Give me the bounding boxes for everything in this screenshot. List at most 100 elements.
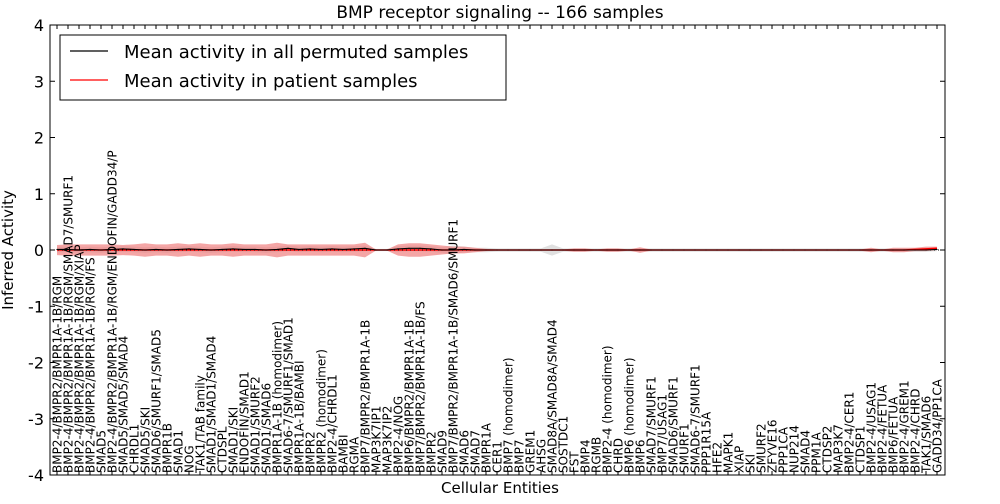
x-tick-label: BMP2-4/BMPR2/BMPR1A-1B/RGM/FS	[84, 257, 98, 473]
point-permuted	[892, 249, 894, 251]
x-tick-label: BMP2-4/CER1	[843, 392, 857, 473]
point-permuted	[331, 248, 333, 250]
point-permuted	[100, 249, 102, 251]
point-permuted	[430, 248, 432, 250]
x-tick-label: BMPR1A-1B/BAMBI	[293, 360, 307, 473]
x-tick-label: SMURF2	[755, 423, 769, 473]
x-tick-label: BMP2-4/FETUA	[876, 384, 890, 473]
y-tick-label: 4	[34, 16, 44, 35]
x-tick-label: BMP7	[513, 440, 527, 473]
x-tick-label: BMP2-4 (homodimer)	[601, 345, 615, 473]
x-tick-label: BMP2-4/GREM1	[898, 380, 912, 473]
y-tick-label: -2	[28, 354, 44, 373]
y-tick-label: 2	[34, 129, 44, 148]
x-tick-label: SMAD6-7/SMURF1	[689, 364, 703, 473]
x-tick-label: SMAD4	[799, 430, 813, 473]
point-permuted	[287, 247, 289, 249]
point-permuted	[584, 249, 586, 251]
x-tick-label: SMAD1	[172, 430, 186, 473]
x-tick-label: BMP6	[634, 440, 648, 473]
x-tick-label: BMP7/BMPR2/BMPR1A-1B/SMAD6/SMURF1	[447, 219, 461, 473]
x-tick-label: SMAD1/SMURF2	[249, 376, 263, 473]
x-tick-label: BMP2-4/BMPR2/BMPR1A-1B/RGM/XIAP	[73, 244, 87, 473]
x-tick-label: BMP6 (homodimer)	[623, 357, 637, 473]
x-tick-label: PPP1CA	[777, 426, 791, 473]
legend-label-patient: Mean activity in patient samples	[124, 71, 418, 92]
x-tick-label: GADD34/PP1CA	[931, 378, 945, 473]
x-tick-label: BAMBI	[337, 434, 351, 473]
x-tick-label: SMAD7/SMURF1	[645, 376, 659, 473]
point-permuted	[804, 249, 806, 251]
y-tick-label: 1	[34, 185, 44, 204]
point-permuted	[364, 247, 366, 249]
point-permuted	[232, 248, 234, 250]
x-tick-label: SOSTDC1	[557, 416, 571, 473]
x-tick-label: NUP214	[788, 425, 802, 473]
x-tick-label: RGMB	[590, 437, 604, 473]
y-tick-label: -1	[28, 297, 44, 316]
x-tick-label: BMPR1A-1B (homodimer)	[271, 321, 285, 473]
x-tick-label: CHRD	[612, 438, 626, 473]
point-permuted	[353, 248, 355, 250]
point-permuted	[727, 249, 729, 251]
x-tick-label: RGMA	[348, 436, 362, 473]
point-permuted	[540, 249, 542, 251]
x-tick-label: BMP6/BMPR2/BMPR1A-1B	[403, 320, 417, 473]
x-tick-label: BMP7 (homodimer)	[502, 357, 516, 473]
x-tick-label: SMAD7	[469, 430, 483, 473]
x-tick-label: BMP6/FETUA	[887, 396, 901, 473]
x-tick-label: BMPR1A	[480, 422, 494, 473]
x-tick-label: BMP2-4/USAG1	[865, 382, 879, 473]
point-permuted	[419, 247, 421, 249]
x-tick-label: PPM1A	[810, 432, 824, 473]
y-tick-label: -4	[28, 466, 44, 485]
chart-title: BMP receptor signaling -- 166 samples	[336, 3, 663, 23]
point-permuted	[397, 248, 399, 250]
legend-label-permuted: Mean activity in all permuted samples	[124, 42, 468, 63]
x-tick-label: BMP2-4/CHRD	[909, 389, 923, 473]
x-tick-label: CTDSPL	[216, 426, 230, 473]
point-permuted	[848, 249, 850, 251]
point-permuted	[67, 248, 69, 251]
x-tick-label: ZFYVE16	[766, 419, 780, 473]
x-tick-label: SMAD5/SMAD5/SMAD4	[117, 336, 131, 473]
point-permuted	[903, 249, 905, 251]
x-tick-label: AHSG	[535, 439, 549, 473]
point-permuted	[452, 249, 454, 251]
point-permuted	[716, 249, 718, 251]
point-permuted	[276, 248, 278, 251]
point-permuted	[760, 249, 762, 251]
point-permuted	[463, 248, 465, 251]
y-tick-label: 0	[34, 241, 44, 260]
point-permuted	[936, 248, 938, 251]
x-tick-label: NOG	[183, 445, 197, 473]
point-permuted	[771, 249, 773, 251]
point-permuted	[243, 248, 245, 251]
x-axis-label: Cellular Entities	[441, 479, 559, 497]
point-permuted	[408, 247, 410, 249]
x-tick-label: MAP3K7IP1	[370, 406, 384, 473]
x-tick-label: BMP7/USAG1	[656, 394, 670, 473]
x-tick-label: TAK1/SMAD6	[920, 396, 934, 474]
x-tick-label: SMAD5	[95, 430, 109, 473]
x-tick-label: BMP2-4/NOG	[392, 396, 406, 473]
point-permuted	[122, 248, 124, 250]
y-tick-label: 3	[34, 72, 44, 91]
x-tick-label: SMAD6-7/SMURF1/SMAD1	[282, 317, 296, 473]
x-tick-label: SMAD8A/SMAD8A/SMAD4	[546, 319, 560, 473]
x-tick-label: SMAD6/SMURF1	[667, 376, 681, 473]
point-permuted	[507, 249, 509, 251]
x-tick-label: TAK1/TAB family	[194, 375, 208, 474]
point-permuted	[672, 249, 674, 251]
point-permuted	[188, 248, 190, 250]
x-tick-label: BMPR2 (homodimer)	[315, 349, 329, 473]
point-permuted	[309, 248, 311, 250]
y-tick-label: -3	[28, 410, 44, 429]
point-permuted	[155, 248, 157, 251]
x-tick-label: CTDSP2	[821, 426, 835, 473]
point-permuted	[111, 248, 113, 251]
x-tick-label: BMP4	[579, 440, 593, 473]
point-permuted	[199, 248, 201, 251]
point-permuted	[639, 249, 641, 251]
